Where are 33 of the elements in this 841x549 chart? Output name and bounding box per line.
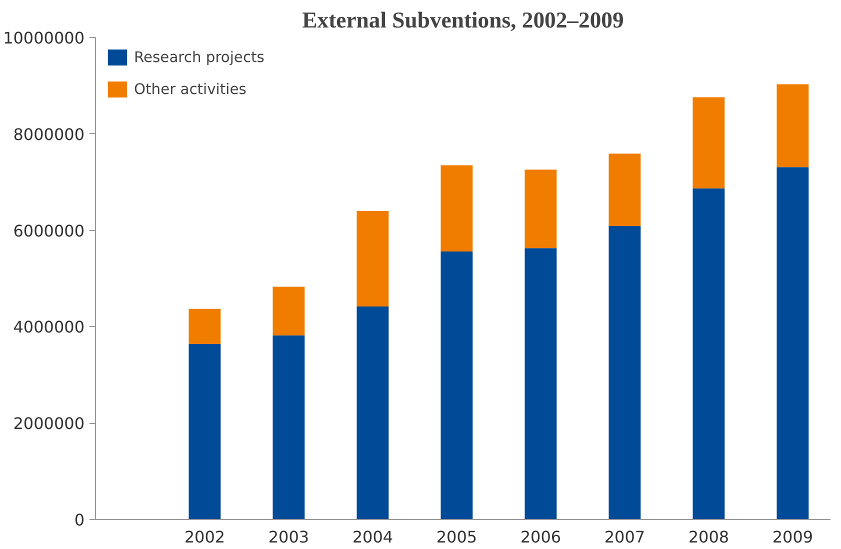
bar (776, 167, 809, 520)
chart-title: External Subventions, 2002–2009 (302, 8, 624, 32)
x-tick-label: 2002 (184, 528, 226, 546)
bar (524, 170, 557, 248)
x-tick-label: 2003 (268, 528, 310, 546)
bar (692, 97, 725, 188)
x-tick-label: 2005 (436, 528, 478, 546)
bar (608, 154, 641, 226)
bar (356, 306, 389, 520)
y-tick-label: 8000000 (13, 124, 85, 144)
bar (440, 252, 473, 520)
y-tick-label: 0 (74, 510, 85, 530)
bar (692, 188, 725, 520)
bar (356, 211, 389, 306)
y-tick-label: 4000000 (13, 318, 85, 337)
x-tick-label: 2007 (604, 528, 646, 546)
y-tick-label: 2000000 (13, 414, 85, 434)
x-tick-label: 2006 (520, 528, 562, 546)
x-tick-label: 2009 (772, 528, 814, 546)
y-tick-label: 6000000 (13, 221, 85, 240)
legend-label: Other activities (134, 80, 246, 98)
x-tick-label: 2004 (352, 528, 394, 546)
bar (188, 308, 221, 344)
bar (272, 335, 305, 520)
legend-label: Research projects (134, 48, 264, 66)
bar (776, 84, 809, 168)
bar (608, 226, 641, 520)
x-tick-label: 2008 (688, 528, 730, 546)
bar (524, 248, 557, 520)
bar (188, 344, 221, 520)
bar (440, 165, 473, 252)
y-tick-label: 10000000 (3, 28, 84, 48)
bar (272, 286, 305, 336)
